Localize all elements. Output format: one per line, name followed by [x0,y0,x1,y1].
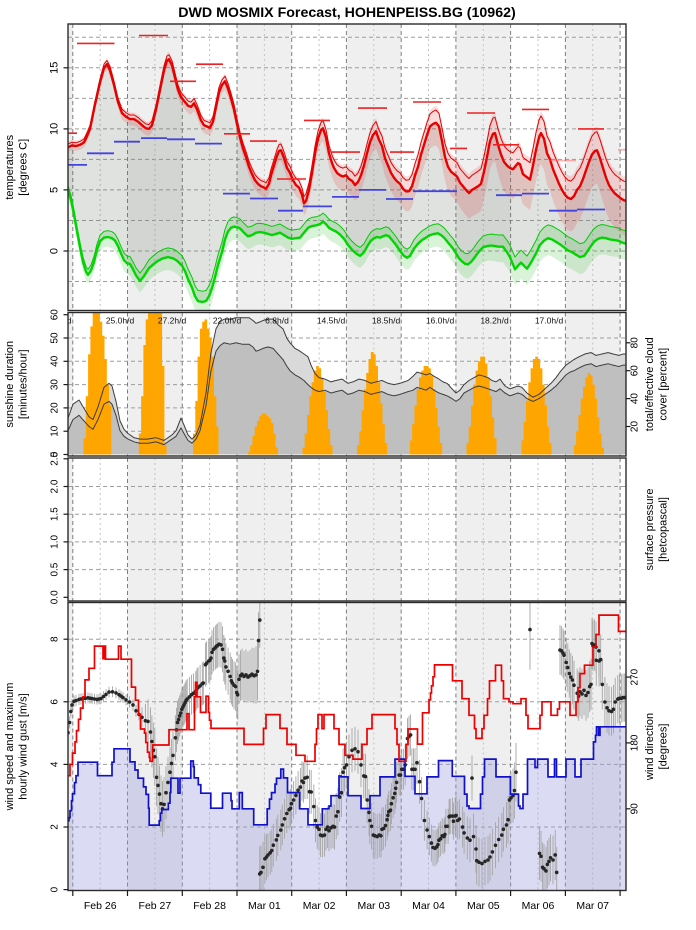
svg-text:hourly wind gust [m/s]: hourly wind gust [m/s] [18,693,30,799]
svg-text:2: 2 [50,824,61,830]
svg-text:40: 40 [50,355,61,367]
svg-text:0.5: 0.5 [50,562,61,576]
svg-text:Feb 26: Feb 26 [84,900,117,912]
svg-text:40: 40 [630,393,641,405]
svg-text:cover [percent]: cover [percent] [658,348,670,421]
svg-text:Mar 03: Mar 03 [357,900,390,912]
svg-text:1.0: 1.0 [50,535,61,549]
svg-text:18.2h/d: 18.2h/d [480,316,509,326]
svg-text:Mar 06: Mar 06 [522,900,555,912]
svg-text:16.0h/d: 16.0h/d [426,316,455,326]
svg-text:8: 8 [50,636,61,642]
svg-text:18.5h/d: 18.5h/d [372,316,401,326]
svg-text:0: 0 [50,886,61,892]
svg-text:Mar 04: Mar 04 [412,900,445,912]
svg-text:[degrees C]: [degrees C] [18,139,30,196]
svg-text:2.0: 2.0 [50,479,61,493]
svg-text:25.0h/d: 25.0h/d [106,316,135,326]
svg-text:Feb 28: Feb 28 [193,900,226,912]
svg-text:60: 60 [50,309,61,321]
svg-text:2.5: 2.5 [50,451,61,465]
svg-text:10: 10 [50,425,61,437]
svg-text:sunshine duration: sunshine duration [4,341,16,428]
svg-text:10: 10 [49,123,61,135]
svg-text:27.2h/d: 27.2h/d [158,316,187,326]
svg-text:24.4h/d: 24.4h/d [43,316,72,326]
svg-text:30: 30 [50,379,61,391]
svg-text:270: 270 [630,668,641,685]
svg-text:0: 0 [50,451,61,457]
svg-text:90: 90 [630,803,641,815]
svg-text:Mar 07: Mar 07 [576,900,609,912]
svg-text:5: 5 [49,187,61,193]
svg-text:80: 80 [630,337,641,349]
svg-text:20: 20 [630,421,641,433]
svg-text:6: 6 [50,699,61,705]
svg-text:surface pressure: surface pressure [644,489,656,571]
svg-text:wind speed and maximum: wind speed and maximum [4,683,16,812]
svg-text:1.5: 1.5 [50,507,61,521]
svg-text:[hetcopascal]: [hetcopascal] [658,497,670,562]
svg-text:180: 180 [630,734,641,751]
svg-text:22.0h/d: 22.0h/d [213,316,242,326]
svg-text:wind direction: wind direction [644,713,656,781]
svg-text:17.0h/d: 17.0h/d [535,316,564,326]
svg-text:6.8h/d: 6.8h/d [265,316,289,326]
svg-text:temperatures: temperatures [4,134,16,199]
svg-text:0: 0 [49,248,61,254]
svg-text:50: 50 [50,332,61,344]
svg-text:4: 4 [50,761,61,767]
svg-text:0.0: 0.0 [50,590,61,604]
svg-text:Mar 02: Mar 02 [303,900,336,912]
svg-text:total/effective cloud: total/effective cloud [644,337,656,431]
svg-text:Mar 01: Mar 01 [248,900,281,912]
svg-text:60: 60 [630,365,641,377]
svg-text:Feb 27: Feb 27 [139,900,172,912]
svg-text:14.5h/d: 14.5h/d [317,316,346,326]
svg-text:[minutes/hour]: [minutes/hour] [18,349,30,419]
svg-text:15: 15 [49,62,61,74]
svg-text:20: 20 [50,402,61,414]
svg-text:DWD MOSMIX Forecast, HOHENPEIS: DWD MOSMIX Forecast, HOHENPEISS.BG (1096… [178,5,516,21]
svg-text:Mar 05: Mar 05 [467,900,500,912]
svg-text:[degrees]: [degrees] [658,724,670,770]
